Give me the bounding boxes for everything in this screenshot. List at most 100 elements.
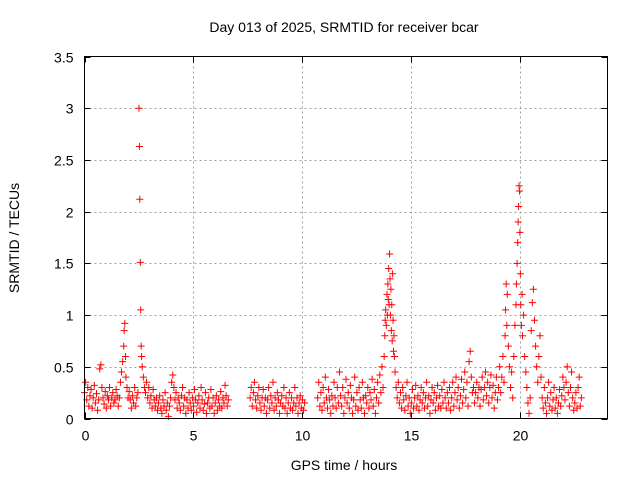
data-point	[352, 402, 360, 410]
data-point	[139, 373, 147, 381]
data-point	[203, 409, 211, 417]
data-point	[436, 392, 444, 400]
data-point	[193, 408, 201, 416]
y-tick-label: 1	[66, 308, 74, 324]
data-point	[133, 394, 141, 402]
data-point	[194, 399, 202, 407]
data-point	[109, 389, 117, 397]
data-point	[223, 402, 231, 410]
data-point	[453, 396, 461, 404]
data-point	[564, 389, 572, 397]
data-point	[278, 392, 286, 400]
data-point	[159, 396, 167, 404]
data-point	[138, 363, 146, 371]
data-point	[497, 389, 505, 397]
data-point	[135, 104, 143, 112]
data-point	[553, 409, 561, 417]
data-point	[518, 290, 526, 298]
data-point	[414, 392, 422, 400]
data-point	[247, 383, 255, 391]
data-point	[572, 389, 580, 397]
data-point	[158, 409, 166, 417]
data-point	[264, 396, 272, 404]
data-point	[387, 327, 395, 335]
data-point	[490, 404, 498, 412]
data-point	[390, 352, 398, 360]
data-point	[118, 368, 126, 376]
data-point	[478, 373, 486, 381]
data-point	[357, 404, 365, 412]
data-point	[224, 396, 232, 404]
data-point	[317, 389, 325, 397]
data-point	[364, 383, 372, 391]
data-point	[381, 316, 389, 324]
data-point	[408, 386, 416, 394]
data-point	[502, 306, 510, 314]
data-point	[545, 378, 553, 386]
data-point	[207, 386, 215, 394]
data-point	[512, 280, 520, 288]
x-tick-label: 20	[513, 428, 529, 444]
data-point	[515, 187, 523, 195]
data-point	[444, 399, 452, 407]
data-point	[415, 406, 423, 414]
data-point	[574, 383, 582, 391]
data-point	[327, 409, 335, 417]
data-point	[517, 301, 525, 309]
data-point	[406, 409, 414, 417]
data-point	[386, 311, 394, 319]
data-point	[401, 406, 409, 414]
data-point	[169, 371, 177, 379]
x-axis-label: GPS time / hours	[291, 457, 398, 473]
data-point	[528, 299, 536, 307]
data-point	[362, 392, 370, 400]
data-point	[447, 406, 455, 414]
data-point	[454, 383, 462, 391]
data-point	[102, 404, 110, 412]
axis-ticks	[84, 56, 608, 420]
data-point	[156, 392, 164, 400]
y-tick-label: 3	[66, 101, 74, 117]
data-point	[183, 396, 191, 404]
data-point	[399, 383, 407, 391]
data-point	[316, 402, 324, 410]
data-point	[413, 402, 421, 410]
data-point	[507, 383, 515, 391]
data-point	[318, 406, 326, 414]
data-point	[550, 383, 558, 391]
data-point	[509, 394, 517, 402]
data-point	[252, 396, 260, 404]
data-point	[534, 378, 542, 386]
data-point	[257, 406, 265, 414]
data-point	[294, 409, 302, 417]
data-point	[136, 258, 144, 266]
data-point	[384, 296, 392, 304]
data-point	[114, 402, 122, 410]
data-point	[510, 352, 518, 360]
data-point	[501, 332, 509, 340]
data-point	[87, 386, 95, 394]
data-point	[132, 402, 140, 410]
data-point	[561, 396, 569, 404]
data-point	[332, 404, 340, 412]
data-point	[551, 404, 559, 412]
data-point	[537, 373, 545, 381]
data-point	[426, 409, 434, 417]
data-point	[176, 406, 184, 414]
data-point	[481, 368, 489, 376]
data-point	[334, 399, 342, 407]
data-point	[438, 386, 446, 394]
data-point	[259, 386, 267, 394]
data-point	[111, 396, 119, 404]
data-point	[456, 392, 464, 400]
data-point	[450, 402, 458, 410]
data-point	[381, 332, 389, 340]
data-point	[557, 402, 565, 410]
data-point	[191, 386, 199, 394]
data-point	[479, 396, 487, 404]
data-point	[563, 363, 571, 371]
data-point	[94, 406, 102, 414]
data-point	[168, 378, 176, 386]
y-axis-tick-labels: 0 0.5 1 1.5 2 2.5 3 3.5	[54, 50, 74, 428]
data-point	[260, 402, 268, 410]
